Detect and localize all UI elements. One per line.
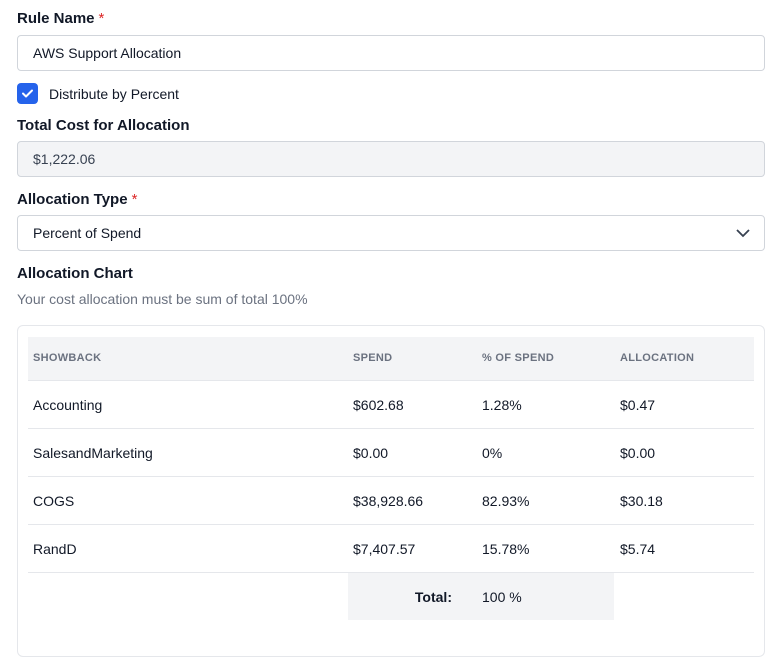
table-cell: 82.93% — [482, 493, 530, 509]
text-input[interactable]: AWS Support Allocation — [17, 35, 765, 71]
checkbox-label: Distribute by Percent — [49, 86, 179, 102]
table-cell: $0.00 — [620, 445, 656, 461]
table-cell: RandD — [33, 541, 77, 557]
required-marker: * — [98, 10, 105, 27]
column-header: ALLOCATION — [620, 352, 695, 364]
table-cell: SalesandMarketing — [33, 445, 153, 461]
table-cell: $0.47 — [620, 397, 656, 413]
table-cell: 1.28% — [482, 397, 522, 413]
total-cell-bg — [348, 573, 614, 620]
table-cell: $30.18 — [620, 493, 663, 509]
input-value: $1,222.06 — [33, 151, 96, 167]
field-label: Total Cost for Allocation — [17, 117, 190, 134]
table-cell: COGS — [33, 493, 75, 509]
field-label: Rule Name * — [17, 10, 104, 27]
table-cell: $7,407.57 — [353, 541, 416, 557]
section-subtitle: Your cost allocation must be sum of tota… — [17, 291, 308, 307]
checkbox[interactable] — [17, 83, 38, 104]
total-value: 100 % — [482, 589, 522, 605]
select-value: Percent of Spend — [33, 225, 142, 241]
table-cell: $5.74 — [620, 541, 656, 557]
page: {"form": { "rule_name": {"label": "Rule … — [17, 10, 765, 657]
table-row — [28, 381, 754, 429]
column-header: % OF SPEND — [482, 352, 555, 364]
label-text: Rule Name — [17, 10, 95, 27]
input-value: AWS Support Allocation — [33, 45, 182, 61]
section-title: Allocation Chart — [17, 265, 133, 282]
table-cell: $38,928.66 — [353, 493, 424, 509]
table-header — [28, 337, 754, 381]
check-icon — [22, 89, 33, 98]
field-label: Allocation Type * — [17, 191, 137, 208]
table-cell: Accounting — [33, 397, 103, 413]
table-cell: $602.68 — [353, 397, 404, 413]
chevron-icon — [736, 229, 750, 238]
table-row — [28, 429, 754, 477]
column-header: SPEND — [353, 352, 393, 364]
label-text: Allocation Type — [17, 191, 128, 208]
total-label: Total: — [414, 589, 452, 605]
required-marker: * — [131, 191, 138, 208]
table-row — [28, 525, 754, 573]
select[interactable]: Percent of Spend — [17, 215, 765, 251]
column-header: SHOWBACK — [33, 352, 102, 364]
table-row — [28, 477, 754, 525]
readonly-input: $1,222.06 — [17, 141, 765, 177]
table-cell: $0.00 — [353, 445, 389, 461]
table-cell: 0% — [482, 445, 503, 461]
table-cell: 15.78% — [482, 541, 530, 557]
